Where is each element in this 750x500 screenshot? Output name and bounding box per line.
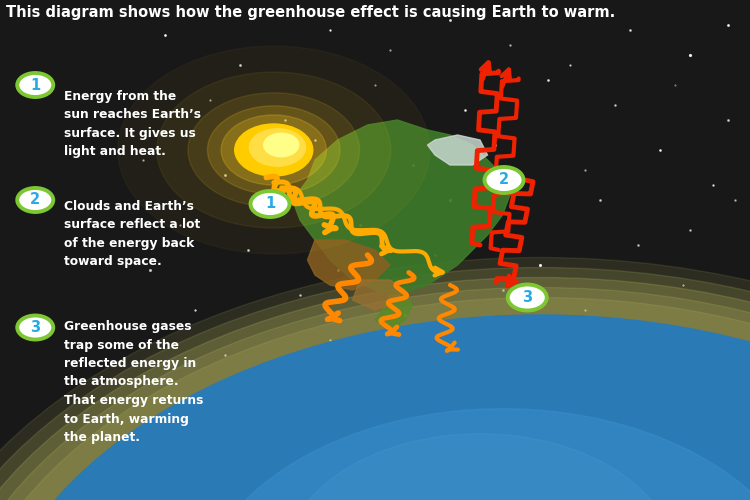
Text: Energy from the
sun reaches Earth’s
surface. It gives us
light and heat.: Energy from the sun reaches Earth’s surf… <box>64 90 201 158</box>
Circle shape <box>484 167 524 193</box>
Polygon shape <box>427 135 488 165</box>
Text: 1: 1 <box>265 196 275 212</box>
Circle shape <box>208 106 340 194</box>
Circle shape <box>0 278 750 500</box>
Circle shape <box>193 408 750 500</box>
Circle shape <box>17 73 53 97</box>
Polygon shape <box>375 295 413 330</box>
Circle shape <box>0 315 750 500</box>
Text: 2: 2 <box>30 192 40 208</box>
Circle shape <box>0 268 750 500</box>
Circle shape <box>17 316 53 340</box>
Polygon shape <box>308 240 390 290</box>
Circle shape <box>188 93 359 207</box>
Circle shape <box>17 188 53 212</box>
Circle shape <box>0 298 750 500</box>
Circle shape <box>264 134 298 156</box>
Text: Greenhouse gases
trap some of the
reflected energy in
the atmosphere.
That energ: Greenhouse gases trap some of the reflec… <box>64 320 203 444</box>
Text: 2: 2 <box>499 172 509 188</box>
Text: 1: 1 <box>30 78 40 92</box>
Circle shape <box>157 72 391 228</box>
Circle shape <box>235 124 313 176</box>
Circle shape <box>221 115 326 185</box>
Text: This diagram shows how the greenhouse effect is causing Earth to warm.: This diagram shows how the greenhouse ef… <box>6 5 615 20</box>
Circle shape <box>251 191 290 217</box>
Circle shape <box>0 258 750 500</box>
Circle shape <box>284 434 676 500</box>
Text: Clouds and Earth’s
surface reflect a lot
of the energy back
toward space.: Clouds and Earth’s surface reflect a lot… <box>64 200 200 268</box>
Circle shape <box>0 288 750 500</box>
Polygon shape <box>352 280 405 310</box>
Text: 3: 3 <box>522 290 532 305</box>
Text: 3: 3 <box>30 320 40 335</box>
Polygon shape <box>292 120 510 295</box>
Circle shape <box>250 129 305 166</box>
Circle shape <box>508 284 547 310</box>
